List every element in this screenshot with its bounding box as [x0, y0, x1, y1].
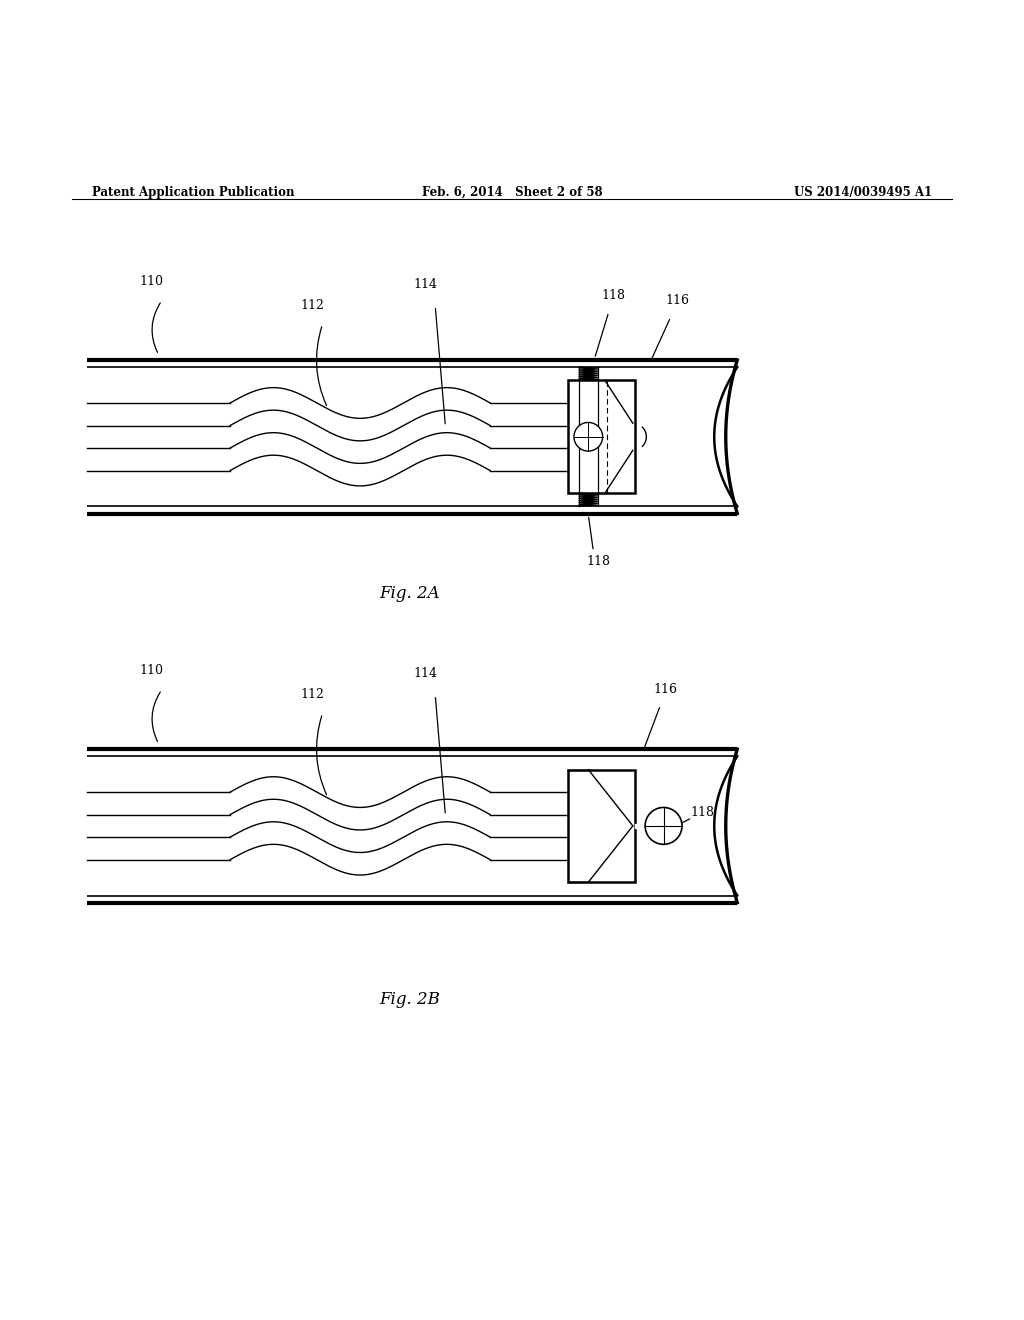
- Text: 112: 112: [300, 688, 325, 701]
- Text: 114: 114: [413, 279, 437, 292]
- Text: 118: 118: [602, 289, 626, 301]
- Text: 116: 116: [666, 293, 690, 306]
- Bar: [87, 367, 737, 507]
- Text: Patent Application Publication: Patent Application Publication: [92, 186, 295, 199]
- Text: 118: 118: [587, 554, 610, 568]
- Text: 110: 110: [139, 664, 164, 677]
- Text: 112: 112: [300, 298, 325, 312]
- Text: Fig. 2A: Fig. 2A: [379, 585, 440, 602]
- Text: Fig. 2B: Fig. 2B: [379, 991, 440, 1008]
- Circle shape: [645, 808, 682, 845]
- Bar: [568, 770, 635, 882]
- Bar: [87, 756, 737, 895]
- Text: US 2014/0039495 A1: US 2014/0039495 A1: [794, 186, 932, 199]
- Text: 110: 110: [139, 275, 164, 288]
- Circle shape: [573, 422, 602, 451]
- Text: 116: 116: [653, 682, 678, 696]
- Text: 118: 118: [690, 805, 715, 818]
- Bar: [568, 380, 635, 494]
- Text: Feb. 6, 2014   Sheet 2 of 58: Feb. 6, 2014 Sheet 2 of 58: [422, 186, 602, 199]
- Text: 114: 114: [413, 668, 437, 680]
